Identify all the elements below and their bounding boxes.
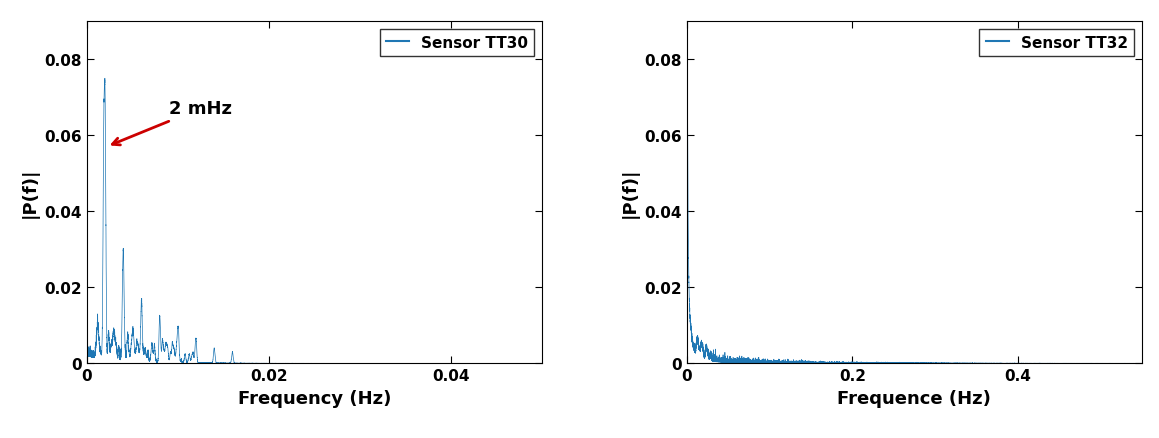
Y-axis label: |P(f)|: |P(f)| [21,167,39,218]
Legend: Sensor TT32: Sensor TT32 [979,29,1134,57]
X-axis label: Frequency (Hz): Frequency (Hz) [238,389,391,407]
Y-axis label: |P(f)|: |P(f)| [621,167,639,218]
X-axis label: Frequence (Hz): Frequence (Hz) [837,389,991,407]
Legend: Sensor TT30: Sensor TT30 [379,29,534,57]
Text: 2 mHz: 2 mHz [112,100,232,145]
